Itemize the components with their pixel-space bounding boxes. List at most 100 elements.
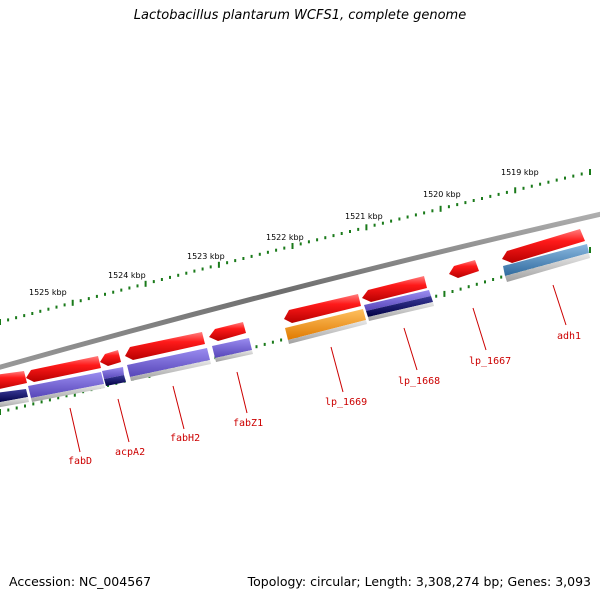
leader-lp-1668 xyxy=(403,327,418,371)
inner-minor-tick xyxy=(48,398,51,402)
outer-minor-tick xyxy=(193,269,196,273)
outer-minor-tick xyxy=(112,290,115,294)
gene-lp-1667[interactable] xyxy=(449,260,479,278)
outer-minor-tick xyxy=(47,307,50,311)
gene-acpA2[interactable] xyxy=(100,350,121,366)
gene-label-fabH2[interactable]: fabH2 xyxy=(170,433,200,444)
outer-minor-tick xyxy=(381,221,384,225)
outer-minor-tick xyxy=(539,182,542,186)
inner-minor-tick xyxy=(271,340,274,344)
outer-minor-tick xyxy=(242,257,245,260)
gene-label-fabZ1[interactable]: fabZ1 xyxy=(233,418,263,429)
cog-bar-fabD xyxy=(28,372,104,398)
outer-minor-tick xyxy=(39,309,42,313)
outer-minor-tick xyxy=(283,246,286,250)
inner-minor-tick xyxy=(467,285,470,289)
scale-label-1519: 1519 kbp xyxy=(501,168,539,177)
inner-minor-tick xyxy=(263,342,266,346)
cog-bar-fabH2-shadow xyxy=(130,360,211,381)
inner-minor-tick xyxy=(492,278,495,281)
scale-labels: 1519 kbp 1520 kbp 1521 kbp 1522 kbp 1523… xyxy=(29,168,539,297)
cog-bar-fabZ1 xyxy=(212,338,252,358)
outer-major-tick xyxy=(514,187,517,194)
outer-minor-tick xyxy=(177,273,180,277)
outer-minor-tick xyxy=(580,172,583,176)
gene-label-acpA2[interactable]: acpA2 xyxy=(115,447,145,458)
outer-minor-tick xyxy=(266,250,269,254)
gene-adh1[interactable] xyxy=(502,229,585,263)
outer-minor-tick xyxy=(209,265,212,269)
outer-minor-tick xyxy=(275,248,278,252)
cog-bar-lp-1669-shadow xyxy=(288,320,367,344)
scale-label-1524: 1524 kbp xyxy=(108,271,146,280)
outer-minor-tick xyxy=(324,236,327,240)
inner-major-tick xyxy=(0,409,1,415)
gene-label-lp-1668[interactable]: lp_1668 xyxy=(398,376,440,387)
gene-label-fabD[interactable]: fabD xyxy=(68,456,92,467)
outer-minor-tick xyxy=(489,194,492,198)
outer-minor-tick xyxy=(373,223,376,227)
gene-fabD[interactable] xyxy=(26,356,101,382)
scale-label-1522: 1522 kbp xyxy=(266,233,304,242)
forward-strand-genes xyxy=(0,229,585,390)
outer-major-tick xyxy=(365,224,368,231)
gene-label-lp-1667[interactable]: lp_1667 xyxy=(469,356,511,367)
outer-minor-tick xyxy=(23,314,26,318)
outer-minor-tick xyxy=(406,215,409,219)
inner-minor-tick xyxy=(57,396,60,400)
outer-minor-tick xyxy=(349,230,351,233)
outer-major-tick xyxy=(217,261,220,268)
inner-minor-tick xyxy=(255,345,258,349)
outer-minor-tick xyxy=(152,280,155,284)
outer-minor-tick xyxy=(160,278,163,281)
gene-label-lp-1669[interactable]: lp_1669 xyxy=(325,397,367,408)
scale-label-1525: 1525 kbp xyxy=(29,288,67,297)
outer-minor-tick xyxy=(258,252,261,256)
outer-minor-tick xyxy=(464,201,467,205)
cog-category-track xyxy=(0,244,590,408)
outer-major-tick xyxy=(439,205,442,212)
outer-minor-tick xyxy=(472,199,475,202)
outer-minor-tick xyxy=(299,242,302,246)
gene-fabZ1[interactable] xyxy=(209,322,246,341)
gene-label-adh1[interactable]: adh1 xyxy=(557,331,581,342)
inner-minor-tick xyxy=(32,402,35,406)
outer-minor-tick xyxy=(87,297,90,301)
outer-minor-tick xyxy=(572,174,575,178)
outer-major-tick xyxy=(589,169,591,175)
gene-left-edge[interactable] xyxy=(0,371,27,390)
outer-minor-tick xyxy=(95,294,98,298)
outer-minor-tick xyxy=(136,284,139,288)
gene-lp-1669[interactable] xyxy=(284,294,361,323)
gene-label-leaders xyxy=(69,284,567,453)
outer-minor-tick xyxy=(55,305,58,309)
outer-minor-tick xyxy=(31,312,34,315)
leader-fabH2 xyxy=(172,385,185,430)
outer-minor-tick xyxy=(481,197,483,200)
inner-minor-tick xyxy=(7,408,10,412)
leader-lp-1667 xyxy=(472,307,487,351)
gene-lp-1668[interactable] xyxy=(362,276,427,302)
leader-adh1 xyxy=(552,284,567,326)
cog-bar-acpA2 xyxy=(102,367,124,379)
scale-label-1521: 1521 kbp xyxy=(345,212,383,221)
outer-minor-tick xyxy=(120,288,123,292)
inner-minor-tick xyxy=(65,394,68,398)
outer-minor-tick xyxy=(398,217,401,221)
outer-minor-tick xyxy=(104,292,106,296)
outer-major-tick xyxy=(144,280,147,287)
outer-minor-tick xyxy=(431,209,434,213)
gene-fabH2[interactable] xyxy=(125,332,205,360)
leader-acpA2 xyxy=(117,398,130,443)
outer-minor-tick xyxy=(423,211,426,215)
accession-text: Accession: NC_004567 xyxy=(9,574,152,589)
outer-major-tick xyxy=(291,243,294,249)
outer-scale-ticks xyxy=(0,169,591,325)
inner-minor-tick xyxy=(15,406,18,410)
inner-minor-tick xyxy=(500,275,503,279)
cog-bar-adh1 xyxy=(503,244,589,276)
cog-bar-lp-1669 xyxy=(285,309,366,340)
inner-minor-tick xyxy=(280,338,283,342)
outer-minor-tick xyxy=(555,178,558,182)
